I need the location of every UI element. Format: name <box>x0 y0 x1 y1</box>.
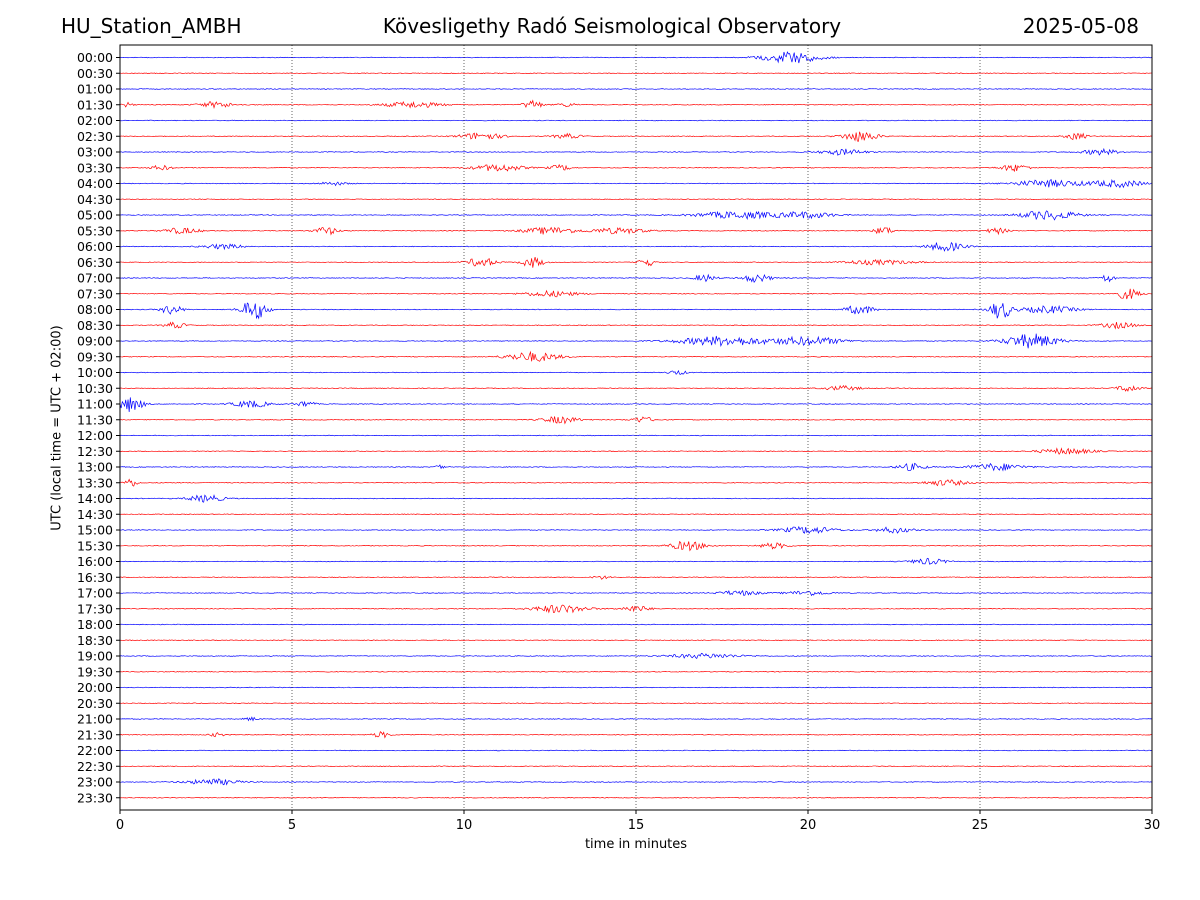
y-tick-label: 23:00 <box>77 775 113 790</box>
trace-16:30 <box>119 575 1153 580</box>
trace-23:30 <box>119 797 1153 799</box>
y-tick-label: 17:00 <box>77 586 113 601</box>
x-tick-label: 25 <box>972 818 989 833</box>
x-tick-label: 10 <box>456 818 473 833</box>
y-tick-label: 10:30 <box>77 381 113 396</box>
x-tick-label: 5 <box>288 818 296 833</box>
y-tick-label: 13:30 <box>77 475 113 490</box>
trace-19:00 <box>119 652 1153 659</box>
trace-03:30 <box>119 163 1153 173</box>
y-tick-label: 16:30 <box>77 570 113 585</box>
y-tick-label: 05:30 <box>77 223 113 238</box>
trace-09:00 <box>119 333 1153 349</box>
trace-22:30 <box>120 765 1153 768</box>
y-tick-label: 01:00 <box>77 82 113 97</box>
trace-06:30 <box>119 256 1153 268</box>
y-tick-label: 03:30 <box>77 160 113 175</box>
trace-09:30 <box>119 350 1153 362</box>
trace-19:30 <box>119 671 1153 673</box>
trace-07:00 <box>119 273 1153 283</box>
y-tick-label: 13:00 <box>77 460 113 475</box>
y-tick-label: 12:00 <box>77 428 113 443</box>
y-tick-label: 07:00 <box>77 271 113 286</box>
y-tick-label: 10:00 <box>77 365 113 380</box>
trace-01:30 <box>119 99 1153 110</box>
y-tick-label: 19:30 <box>77 664 113 679</box>
y-tick-label: 18:30 <box>77 633 113 648</box>
trace-21:30 <box>119 731 1153 739</box>
trace-17:30 <box>119 604 1153 614</box>
y-tick-label: 14:30 <box>77 507 113 522</box>
y-tick-label: 11:30 <box>77 412 113 427</box>
trace-04:30 <box>119 198 1153 201</box>
y-tick-label: 21:30 <box>77 727 113 742</box>
y-tick-label: 20:00 <box>77 680 113 695</box>
y-tick-label: 01:30 <box>77 97 113 112</box>
x-tick-label: 20 <box>800 818 817 833</box>
y-tick-label: 00:00 <box>77 50 113 65</box>
y-tick-label: 08:30 <box>77 318 113 333</box>
trace-23:00 <box>119 778 1153 786</box>
y-tick-label: 06:00 <box>77 239 113 254</box>
y-tick-label: 23:30 <box>77 790 113 805</box>
trace-13:00 <box>119 462 1153 472</box>
y-tick-label: 14:00 <box>77 491 113 506</box>
trace-18:30 <box>119 639 1153 641</box>
trace-layer <box>119 51 1153 799</box>
y-tick-label: 22:00 <box>77 743 113 758</box>
y-tick-label: 02:30 <box>77 129 113 144</box>
observatory-title: Kövesligethy Radó Seismological Observat… <box>382 14 842 38</box>
y-tick-label: 22:30 <box>77 759 113 774</box>
y-tick-label: 11:00 <box>77 397 113 412</box>
y-axis: 00:0000:3001:0001:3002:0002:3003:0003:30… <box>77 50 120 805</box>
x-axis: 0 5 10 15 20 25 30 <box>116 810 1160 833</box>
y-tick-label: 19:00 <box>77 649 113 664</box>
y-tick-label: 15:00 <box>77 523 113 538</box>
y-tick-label: 21:00 <box>77 712 113 727</box>
trace-02:30 <box>119 131 1153 142</box>
trace-01:00 <box>119 88 1153 90</box>
trace-05:00 <box>119 210 1153 221</box>
y-tick-label: 17:30 <box>77 601 113 616</box>
y-tick-label: 05:00 <box>77 208 113 223</box>
trace-20:30 <box>119 702 1153 704</box>
y-tick-label: 04:00 <box>77 176 113 191</box>
y-tick-label: 02:00 <box>77 113 113 128</box>
y-tick-label: 16:00 <box>77 554 113 569</box>
y-tick-label: 00:30 <box>77 66 113 81</box>
trace-14:30 <box>119 513 1153 515</box>
y-axis-label: UTC (local time = UTC + 02:00) <box>49 325 65 531</box>
y-tick-label: 03:00 <box>77 145 113 160</box>
trace-15:30 <box>119 540 1153 552</box>
trace-08:00 <box>119 302 1153 320</box>
trace-11:00 <box>119 397 1153 412</box>
x-tick-label: 0 <box>116 818 124 833</box>
y-tick-label: 07:30 <box>77 286 113 301</box>
trace-21:00 <box>119 716 1153 722</box>
trace-08:30 <box>119 321 1153 330</box>
trace-15:00 <box>119 525 1153 534</box>
date-title: 2025-05-08 <box>1022 14 1139 38</box>
y-tick-label: 09:00 <box>77 334 113 349</box>
grid-layer <box>291 45 981 810</box>
station-title: HU_Station_AMBH <box>61 14 242 38</box>
x-axis-label: time in minutes <box>584 837 688 852</box>
y-tick-label: 04:30 <box>77 192 113 207</box>
y-tick-label: 12:30 <box>77 444 113 459</box>
x-tick-label: 30 <box>1144 818 1161 833</box>
trace-03:00 <box>119 147 1153 156</box>
y-tick-label: 09:30 <box>77 349 113 364</box>
x-tick-label: 15 <box>628 818 645 833</box>
y-tick-label: 15:30 <box>77 538 113 553</box>
y-tick-label: 06:30 <box>77 255 113 270</box>
y-tick-label: 18:00 <box>77 617 113 632</box>
y-tick-label: 20:30 <box>77 696 113 711</box>
y-tick-label: 08:00 <box>77 302 113 317</box>
trace-17:00 <box>119 589 1153 597</box>
trace-00:30 <box>119 72 1153 74</box>
